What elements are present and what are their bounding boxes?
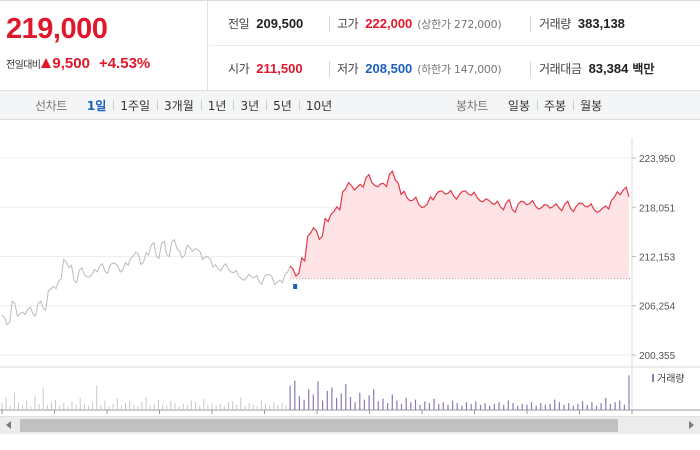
current-price: 219,000 — [6, 13, 108, 45]
period-3month[interactable]: 3개월 — [157, 97, 201, 114]
quote-summary: 219,000 전일대비 9,500 +4.53% 전일 209,500 고가 … — [0, 0, 700, 91]
price-chart-svg: 223,950 218,051 212,153 206,254 200,355 거래량 — [0, 138, 700, 414]
lower-limit: (하한가 147,000) — [417, 62, 502, 76]
stat-label: 거래대금 — [539, 62, 582, 76]
change-percent: +4.53% — [98, 55, 151, 72]
divider — [530, 16, 531, 32]
stat-unit: 백만 — [632, 62, 655, 76]
y-tick-label: 223,950 — [639, 154, 676, 165]
period-5year[interactable]: 5년 — [266, 97, 299, 114]
divider — [530, 61, 531, 77]
change-row: 전일대비 9,500 +4.53% — [6, 55, 150, 72]
change-value: 9,500 — [52, 55, 90, 72]
period-10year[interactable]: 10년 — [298, 97, 339, 114]
divider — [329, 16, 330, 32]
period-1day[interactable]: 1일 — [86, 98, 107, 113]
stat-value: 83,384 — [588, 61, 629, 76]
line-chart-title: 선차트 — [35, 98, 67, 113]
scroll-thumb[interactable] — [20, 419, 618, 432]
stat-amount: 거래대금 83,384 백만 — [539, 46, 654, 91]
period-1year[interactable]: 1년 — [200, 97, 234, 114]
candle-chart-periods: 봉차트 일봉 주봉 월봉 — [456, 91, 609, 119]
volume-legend-label: 거래량 — [657, 373, 685, 385]
stat-label: 고가 — [337, 17, 359, 31]
y-tick-label: 218,051 — [639, 203, 676, 214]
chart-toolbar: 선차트 1일 1주일 3개월 1년 3년 5년 10년 봉차트 일봉 주봉 월봉 — [0, 90, 700, 120]
price-box: 219,000 전일대비 9,500 +4.53% — [0, 1, 208, 91]
stat-open: 시가 211,500 — [228, 46, 303, 91]
stat-prev-close: 전일 209,500 — [228, 1, 303, 46]
candle-monthly[interactable]: 월봉 — [573, 97, 609, 114]
stat-volume: 거래량 383,138 — [539, 1, 625, 46]
stat-value: 208,500 — [365, 61, 413, 76]
stat-high: 고가 222,000 (상한가 272,000) — [337, 1, 502, 46]
y-tick-label: 200,355 — [639, 351, 676, 362]
today-price-line — [289, 170, 630, 278]
stat-label: 저가 — [337, 62, 359, 76]
scroll-left-arrow-icon[interactable] — [6, 421, 11, 429]
line-chart-periods: 선차트 1일 1주일 3개월 1년 3년 5년 10년 — [35, 91, 339, 119]
stat-value: 211,500 — [256, 61, 303, 76]
period-1week[interactable]: 1주일 — [113, 97, 157, 114]
period-3year[interactable]: 3년 — [233, 97, 266, 114]
change-label: 전일대비 — [6, 60, 41, 71]
stat-low: 저가 208,500 (하한가 147,000) — [337, 46, 502, 91]
stats-row-2: 시가 211,500 저가 208,500 (하한가 147,000) 거래대금… — [209, 46, 700, 91]
price-chart: 223,950 218,051 212,153 206,254 200,355 거래량 — [0, 120, 700, 416]
chart-scrollbar[interactable] — [0, 416, 700, 434]
upper-limit: (상한가 272,000) — [417, 17, 502, 31]
stat-label: 시가 — [228, 62, 250, 76]
scroll-right-arrow-icon[interactable] — [689, 421, 694, 429]
candle-chart-title: 봉차트 — [456, 98, 488, 113]
stat-value: 209,500 — [256, 16, 304, 31]
today-area-fill — [290, 171, 629, 279]
stat-value: 383,138 — [577, 16, 625, 31]
candle-weekly[interactable]: 주봉 — [537, 97, 573, 114]
stats-grid: 전일 209,500 고가 222,000 (상한가 272,000) 거래량 … — [209, 1, 700, 91]
y-tick-label: 212,153 — [639, 252, 676, 263]
divider — [329, 61, 330, 77]
prev-day-line — [1, 238, 291, 326]
stats-row-1: 전일 209,500 고가 222,000 (상한가 272,000) 거래량 … — [209, 1, 700, 46]
stat-value: 222,000 — [365, 16, 413, 31]
stat-label: 전일 — [228, 17, 250, 31]
up-triangle-icon — [41, 57, 52, 68]
low-point-marker — [293, 283, 298, 289]
y-tick-label: 206,254 — [639, 302, 676, 313]
volume-legend-swatch — [652, 374, 654, 382]
stat-label: 거래량 — [539, 17, 571, 31]
candle-daily[interactable]: 일봉 — [507, 98, 531, 113]
